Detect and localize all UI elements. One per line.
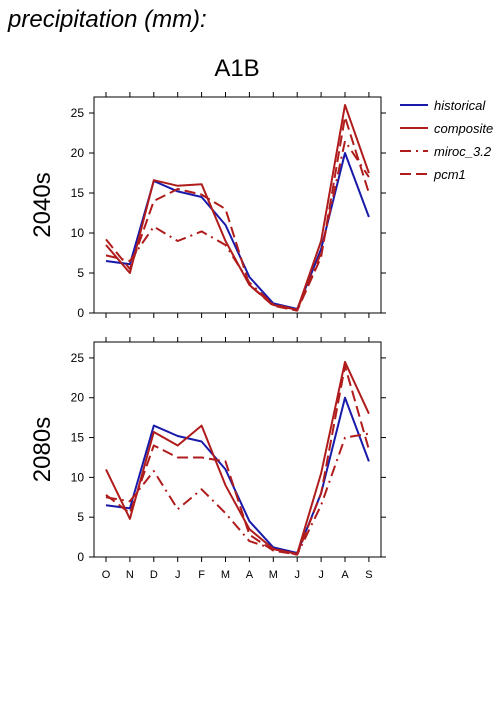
series-line-miroc_3.2 (105, 432, 370, 556)
y-tick-label: 10 (71, 470, 85, 484)
series-line-historical (105, 152, 370, 310)
y-tick-label: 0 (77, 306, 84, 320)
y-tick-label: 15 (71, 186, 85, 200)
legend: historical composite miroc_3.2 pcm1 (400, 98, 493, 182)
page-title: precipitation (mm): (8, 6, 207, 33)
legend-label-miroc_3.2: miroc_3.2 (434, 144, 492, 159)
x-tick-label: A (341, 569, 349, 581)
x-tick-label: J (318, 569, 324, 581)
x-tick-label: F (198, 569, 205, 581)
y-tick-label: 25 (71, 351, 85, 365)
x-tick-label: J (294, 569, 300, 581)
series-line-historical (105, 396, 370, 554)
scenario-title-text: A1B (214, 55, 260, 82)
series-line-pcm1 (105, 116, 370, 312)
y-tick-label: 25 (71, 106, 85, 120)
y-axis-label: 2080s (29, 417, 56, 482)
plot-frame (93, 341, 382, 558)
x-tick-label: J (175, 569, 181, 581)
y-tick-label: 5 (77, 510, 84, 524)
legend-label-composite: composite (434, 121, 493, 136)
y-tick-label: 15 (71, 431, 85, 445)
x-tick-label: O (102, 569, 111, 581)
x-tick-label: A (246, 569, 254, 581)
y-tick-label: 20 (71, 146, 85, 160)
legend-label-historical: historical (434, 98, 486, 113)
legend-label-pcm1: pcm1 (433, 167, 466, 182)
x-tick-label: M (269, 569, 278, 581)
y-tick-label: 5 (77, 266, 84, 280)
x-tick-label: S (365, 569, 372, 581)
x-tick-label: M (221, 569, 230, 581)
y-tick-label: 20 (71, 391, 85, 405)
plot-frame (93, 96, 382, 314)
series-line-pcm1 (105, 364, 370, 556)
x-tick-label: D (150, 569, 158, 581)
series-line-composite (105, 360, 370, 555)
y-tick-label: 0 (77, 550, 84, 564)
panel-2040s: 0 5 10 15 20 25 2040s (29, 92, 386, 320)
panel-2080s: 0 5 10 15 20 25 O N D J F M A M J J A S 2080s (29, 337, 386, 581)
y-axis-label: 2040s (29, 172, 56, 237)
y-tick-label: 10 (71, 226, 85, 240)
x-tick-label: N (126, 569, 134, 581)
